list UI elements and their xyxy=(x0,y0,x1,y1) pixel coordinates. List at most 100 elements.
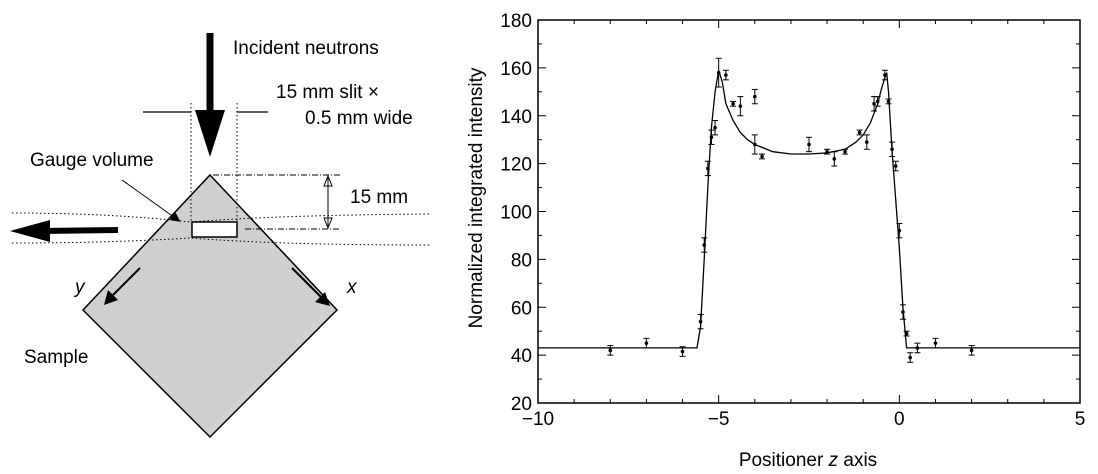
point-marker xyxy=(904,331,909,336)
y-axis-label: y xyxy=(73,277,86,298)
point-marker xyxy=(680,349,685,354)
point-marker xyxy=(698,319,703,324)
data-point xyxy=(856,129,863,136)
point-marker xyxy=(875,99,880,104)
point-marker xyxy=(933,341,938,345)
depth-arrow-top xyxy=(323,174,333,187)
data-point xyxy=(607,345,614,356)
y-tick-label: 80 xyxy=(511,250,532,271)
y-tick-label: 180 xyxy=(500,11,532,32)
incident-neutrons-label: Incident neutrons xyxy=(233,38,379,59)
x-tick-label: 5 xyxy=(1075,409,1086,430)
depth-arrow-bottom xyxy=(323,217,333,230)
x-axis-label: x xyxy=(346,277,358,298)
data-point xyxy=(697,313,704,330)
data-point xyxy=(751,88,758,105)
incident-beam-arrowhead xyxy=(195,110,225,157)
data-point xyxy=(903,330,910,337)
data-point xyxy=(892,160,899,172)
point-marker xyxy=(716,70,721,75)
depth-label: 15 mm xyxy=(350,187,408,208)
data-point xyxy=(899,304,906,320)
x-axis-title: Positioner z axis xyxy=(739,450,877,471)
x-tick-label: 0 xyxy=(894,409,905,430)
y-axis-arrowhead xyxy=(104,290,118,305)
point-marker xyxy=(897,228,902,233)
gauge-pointer xyxy=(121,179,181,222)
point-marker xyxy=(915,346,920,350)
y-tick-label: 120 xyxy=(500,155,532,176)
x-axis-arrowhead xyxy=(315,292,330,306)
data-point xyxy=(759,153,766,160)
data-point xyxy=(708,129,715,145)
fit-curve xyxy=(538,70,1080,349)
data-point xyxy=(806,136,812,153)
experiment-diagram: Incident neutrons 15 mm slit × 0.5 mm wi… xyxy=(10,33,431,439)
data-point xyxy=(704,160,711,177)
fit-curve-group xyxy=(538,70,1080,349)
point-marker xyxy=(706,166,710,171)
point-marker xyxy=(857,130,862,135)
point-marker xyxy=(807,142,811,147)
point-marker xyxy=(883,73,887,77)
point-marker xyxy=(760,154,764,159)
data-point xyxy=(896,222,903,239)
point-marker xyxy=(843,149,847,154)
data-points-group xyxy=(607,57,975,363)
intensity-chart: −10 −5 0 5 20 40 60 80 100 120 140 160 180 Normalize… xyxy=(466,11,1085,471)
axis-ticks: −10 −5 0 5 20 40 60 80 100 120 140 160 180 xyxy=(500,11,1085,430)
point-marker xyxy=(825,149,829,154)
data-point xyxy=(679,346,686,357)
point-marker xyxy=(890,147,894,152)
y-tick-label: 140 xyxy=(500,107,532,128)
data-point xyxy=(737,96,744,117)
point-marker xyxy=(865,140,869,144)
x-axis-title-prefix: Positioner xyxy=(739,450,829,471)
data-point xyxy=(712,120,719,136)
point-marker xyxy=(608,348,613,353)
y-tick-label: 40 xyxy=(511,346,532,367)
data-point xyxy=(871,96,878,112)
data-point xyxy=(842,148,849,155)
data-point xyxy=(751,134,758,155)
y-axis-arrow xyxy=(108,267,141,300)
plot-frame xyxy=(537,19,1081,404)
point-marker xyxy=(969,348,974,353)
point-marker xyxy=(872,101,876,106)
y-tick-label: 20 xyxy=(511,394,532,415)
point-marker xyxy=(886,99,891,104)
x-axis-title-var: z xyxy=(828,450,839,471)
y-tick-label: 100 xyxy=(500,203,532,224)
slit-label-line1: 15 mm slit × xyxy=(276,82,379,103)
diffracted-beam-upper xyxy=(11,212,431,223)
point-marker xyxy=(753,94,757,99)
point-marker xyxy=(709,135,714,140)
slit-label-line2: 0.5 mm wide xyxy=(305,108,413,129)
data-point xyxy=(914,342,921,354)
data-point xyxy=(907,352,914,363)
data-point xyxy=(889,141,896,157)
data-point xyxy=(968,345,975,356)
data-point xyxy=(881,69,888,81)
point-marker xyxy=(753,142,757,147)
point-marker xyxy=(901,310,905,314)
y-tick-label: 60 xyxy=(511,298,532,319)
point-marker xyxy=(731,101,735,106)
data-point xyxy=(730,100,737,107)
data-point xyxy=(885,98,892,105)
gauge-volume-label: Gauge volume xyxy=(30,150,154,171)
diffracted-beam-lower xyxy=(11,237,431,246)
x-axis-title-suffix: axis xyxy=(838,450,877,471)
data-point xyxy=(874,96,881,107)
diffracted-arrow-shaft xyxy=(39,227,119,234)
y-axis-title: Normalized integrated intensity xyxy=(466,67,487,328)
point-marker xyxy=(713,125,717,130)
data-point xyxy=(701,237,708,253)
gauge-volume-box xyxy=(191,221,238,238)
point-marker xyxy=(644,341,649,345)
x-tick-label: −5 xyxy=(708,409,730,430)
plot-area xyxy=(537,19,1081,404)
data-point xyxy=(722,69,729,81)
diffracted-arrowhead xyxy=(10,220,50,242)
point-marker xyxy=(702,243,707,247)
